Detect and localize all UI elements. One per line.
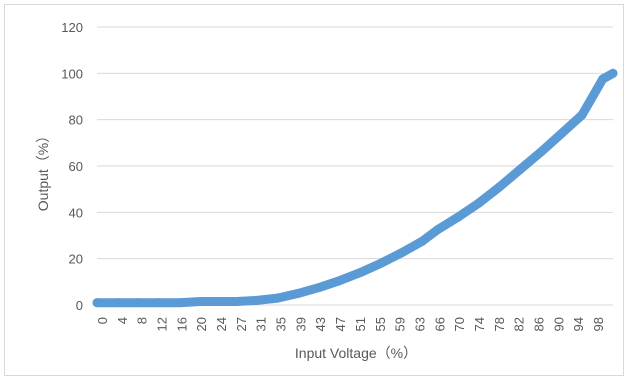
x-tick-label: 8 bbox=[135, 317, 150, 324]
x-tick-label: 0 bbox=[95, 317, 110, 324]
data-point bbox=[376, 258, 386, 268]
data-point bbox=[335, 276, 345, 286]
data-point bbox=[154, 298, 164, 308]
x-tick-label: 78 bbox=[492, 317, 507, 331]
y-tick-label: 100 bbox=[61, 66, 83, 81]
x-tick-label: 70 bbox=[452, 317, 467, 331]
chart-frame: 0 20 40 60 80 100 120 0 4 8 12 16 20 24 27 31 35 39 43 47 5… bbox=[4, 4, 624, 376]
x-tick-label: 16 bbox=[174, 317, 189, 331]
data-point bbox=[314, 283, 324, 293]
data-point bbox=[293, 288, 303, 298]
data-point bbox=[417, 236, 427, 246]
data-point bbox=[536, 147, 546, 157]
y-tick-label: 80 bbox=[69, 113, 83, 128]
data-point bbox=[577, 110, 587, 120]
x-tick-label: 39 bbox=[293, 317, 308, 331]
y-tick-label: 40 bbox=[69, 205, 83, 220]
data-point bbox=[598, 74, 608, 84]
gridlines bbox=[97, 26, 613, 306]
data-point bbox=[515, 164, 525, 174]
x-tick-label: 63 bbox=[412, 317, 427, 331]
x-tick-label: 98 bbox=[591, 317, 606, 331]
data-point bbox=[556, 129, 566, 139]
data-point bbox=[453, 212, 463, 222]
x-tick-label: 55 bbox=[373, 317, 388, 331]
x-tick-label: 94 bbox=[571, 317, 586, 331]
x-tick-labels: 0 4 8 12 16 20 24 27 31 35 39 43 47 51 55 59 63 66 70 74 78 8… bbox=[95, 317, 606, 331]
x-tick-label: 74 bbox=[472, 317, 487, 331]
x-tick-label: 51 bbox=[353, 317, 368, 331]
x-tick-label: 90 bbox=[551, 317, 566, 331]
x-tick-label: 82 bbox=[512, 317, 527, 331]
y-axis-label: Output（%） bbox=[35, 129, 51, 211]
data-point bbox=[252, 295, 262, 305]
data-point bbox=[273, 293, 283, 303]
x-tick-label: 43 bbox=[313, 317, 328, 331]
y-tick-label: 20 bbox=[69, 252, 83, 267]
x-tick-label: 4 bbox=[115, 317, 130, 324]
series-group bbox=[92, 68, 618, 308]
x-tick-label: 47 bbox=[333, 317, 348, 331]
data-point bbox=[396, 248, 406, 258]
data-point bbox=[433, 225, 443, 235]
x-tick-label: 86 bbox=[532, 317, 547, 331]
x-tick-label: 31 bbox=[254, 317, 269, 331]
data-point bbox=[494, 182, 504, 192]
data-point bbox=[133, 298, 143, 308]
data-point bbox=[92, 298, 102, 308]
x-axis-label: Input Voltage（%） bbox=[295, 345, 417, 361]
data-point bbox=[355, 268, 365, 278]
x-tick-label: 59 bbox=[393, 317, 408, 331]
x-tick-label: 24 bbox=[214, 317, 229, 331]
x-tick-label: 12 bbox=[154, 317, 169, 331]
y-tick-label: 60 bbox=[69, 159, 83, 174]
y-tick-label: 120 bbox=[61, 20, 83, 35]
data-point bbox=[608, 68, 618, 78]
x-tick-label: 20 bbox=[194, 317, 209, 331]
data-point bbox=[216, 297, 226, 307]
data-point bbox=[195, 297, 205, 307]
x-tick-label: 27 bbox=[234, 317, 249, 331]
data-point bbox=[231, 297, 241, 307]
y-tick-label: 0 bbox=[76, 298, 83, 313]
data-point bbox=[113, 298, 123, 308]
x-tick-label: 66 bbox=[432, 317, 447, 331]
data-point bbox=[474, 198, 484, 208]
data-point bbox=[175, 298, 185, 308]
x-tick-label: 35 bbox=[274, 317, 289, 331]
series-line bbox=[92, 68, 618, 308]
y-tick-labels: 0 20 40 60 80 100 120 bbox=[61, 20, 83, 313]
